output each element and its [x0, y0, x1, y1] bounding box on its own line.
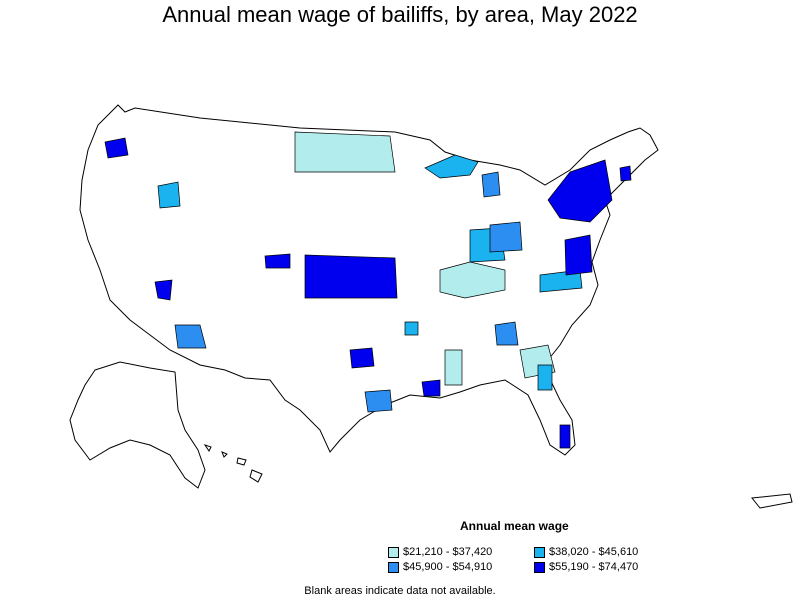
map-title: Annual mean wage of bailiffs, by area, M… — [162, 2, 638, 27]
puerto-rico — [751, 493, 793, 509]
area-idaho-boise — [157, 181, 181, 209]
area-kansas — [304, 254, 398, 299]
legend-swatch-2 — [534, 546, 545, 558]
area-upper-michigan — [424, 154, 479, 179]
legend-tier-1-areas — [294, 131, 556, 386]
legend-swatch-1 — [388, 546, 399, 558]
blank-areas-note: Blank areas indicate data not available. — [304, 585, 496, 597]
area-nevada-region — [154, 279, 173, 301]
legend-swatch-3 — [388, 561, 399, 573]
legend-item-2: $38,020 - $45,610 — [534, 546, 638, 558]
area-maryland-dc — [564, 234, 593, 276]
area-maine-region — [619, 165, 632, 182]
area-miami — [559, 424, 571, 449]
area-arizona-phoenix — [174, 324, 207, 349]
area-tennessee-region — [404, 321, 419, 336]
legend-tier-4-areas — [104, 137, 632, 449]
area-south-carolina — [494, 321, 519, 346]
legend-label-1: $21,210 - $37,420 — [403, 546, 493, 558]
legend-item-1: $21,210 - $37,420 — [388, 546, 492, 558]
area-north-dakota — [294, 131, 396, 173]
legend-swatch-4 — [534, 561, 545, 573]
area-ohio-region — [489, 221, 523, 253]
legend-tier-3-areas — [174, 171, 523, 413]
area-new-york — [547, 159, 613, 223]
area-oregon-portland — [104, 137, 129, 159]
legend-item-4: $55,190 - $74,470 — [534, 561, 638, 573]
legend-label-2: $38,020 - $45,610 — [549, 546, 639, 558]
legend-item-3: $45,900 - $54,910 — [388, 561, 492, 573]
area-florida-region — [537, 364, 553, 391]
hawaii-islands — [203, 444, 263, 483]
area-michigan-region — [481, 171, 501, 198]
area-alabama-region — [444, 349, 463, 386]
legend-label-4: $55,190 - $74,470 — [549, 561, 639, 573]
area-louisiana-region — [421, 379, 441, 397]
legend-tier-2-areas — [157, 154, 583, 391]
area-texas-houston — [364, 389, 393, 413]
legend-title: Annual mean wage — [460, 519, 569, 533]
area-colorado-denver — [264, 253, 291, 269]
alaska-outline — [69, 361, 206, 489]
area-oklahoma-city — [349, 347, 375, 369]
legend-label-3: $45,900 - $54,910 — [403, 561, 493, 573]
